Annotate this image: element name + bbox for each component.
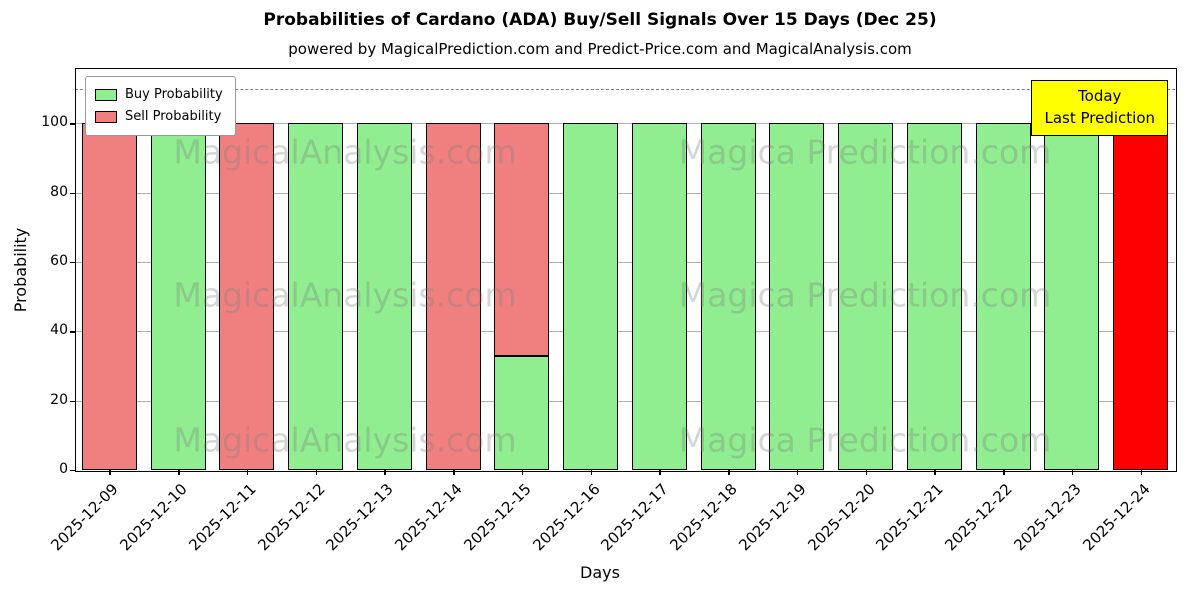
x-axis-label: Days (580, 563, 620, 582)
bar-segment (975, 123, 1031, 470)
x-tick-mark (246, 470, 249, 475)
x-tick-mark (590, 470, 593, 475)
bar-segment (838, 123, 894, 470)
chart-title: Probabilities of Cardano (ADA) Buy/Sell … (263, 10, 937, 30)
legend: Buy Probability Sell Probability (85, 76, 236, 137)
x-tick-mark (178, 470, 180, 475)
legend-label: Sell Probability (125, 109, 222, 125)
bar-segment (150, 123, 206, 470)
x-tick-mark (934, 470, 936, 475)
y-tick-label: 20 (50, 391, 68, 408)
bar-segment (494, 123, 550, 356)
bar-segment (288, 123, 344, 470)
x-tick-mark (728, 470, 730, 475)
annotation-line: Last Prediction (1044, 108, 1155, 127)
x-tick-mark (315, 470, 318, 475)
today-annotation: Today Last Prediction (1031, 80, 1168, 136)
x-tick-mark (1140, 470, 1143, 475)
bar-segment (81, 123, 137, 470)
y-tick-mark (70, 400, 75, 403)
legend-label: Buy Probability (125, 87, 223, 102)
gridline (75, 400, 1175, 402)
annotation-line: Today (1078, 87, 1122, 105)
gridline (75, 123, 1175, 125)
x-tick-mark (1003, 470, 1005, 475)
x-tick-mark (453, 470, 455, 475)
x-tick-mark (384, 470, 386, 475)
y-axis-label: Probability (11, 227, 30, 313)
y-tick-label: 80 (50, 183, 68, 200)
bar-segment (563, 123, 619, 470)
bar-segment (906, 123, 962, 470)
bar-segment (769, 123, 825, 470)
y-tick-mark (70, 331, 75, 333)
y-tick-label: 60 (50, 253, 68, 270)
dashed-threshold-line (75, 88, 1175, 90)
y-tick-label: 40 (50, 322, 68, 339)
x-tick-mark (1071, 470, 1074, 475)
bar-segment (631, 123, 687, 470)
y-tick-mark (70, 470, 75, 472)
y-tick-mark (70, 262, 75, 264)
bar-segment (425, 123, 481, 470)
chart-subtitle: powered by MagicalPrediction.com and Pre… (288, 40, 912, 58)
y-tick-label: 0 (59, 461, 68, 477)
bar-segment (1113, 123, 1169, 470)
gridline (75, 262, 1175, 264)
bar-segment (494, 355, 550, 470)
bar-segment (356, 123, 412, 470)
legend-swatch (95, 111, 117, 124)
bar-segment (1044, 123, 1100, 470)
x-tick-mark (521, 470, 524, 475)
x-tick-mark (109, 470, 111, 475)
legend-swatch (95, 89, 117, 102)
bar-segment (219, 123, 275, 470)
x-tick-mark (796, 470, 799, 475)
x-tick-mark (659, 470, 661, 475)
y-tick-mark (70, 123, 75, 125)
x-tick-mark (865, 470, 868, 475)
legend-item: Sell Probability (95, 106, 223, 128)
x-tick-label: 2025-12-09 (47, 480, 123, 555)
gridline (75, 192, 1175, 194)
y-tick-label: 100 (41, 114, 68, 131)
gridline (75, 331, 1175, 333)
y-tick-mark (70, 192, 75, 195)
bar-segment (700, 123, 756, 470)
legend-item: Buy Probability (95, 84, 223, 106)
